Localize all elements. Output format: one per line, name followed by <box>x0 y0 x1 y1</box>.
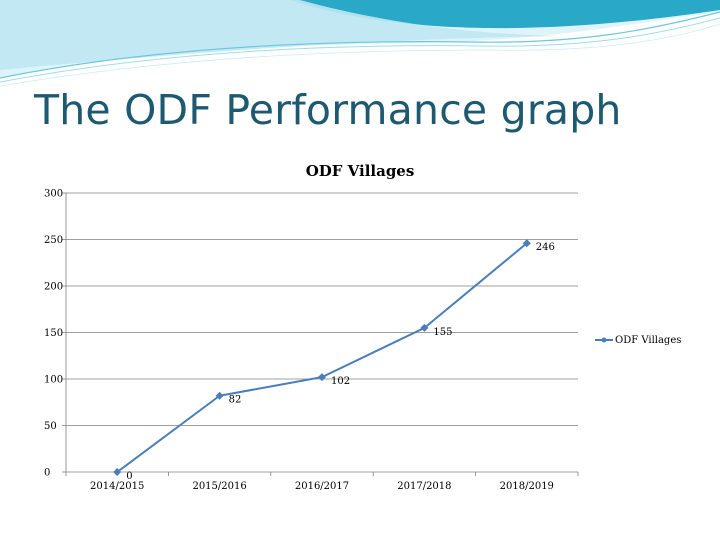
data-point <box>522 239 531 248</box>
y-tick-label: 100 <box>44 375 63 386</box>
y-axis-tick-labels: 0 50 100 150 200 250 300 <box>44 189 63 479</box>
data-label: 246 <box>536 242 555 253</box>
data-point <box>420 323 429 332</box>
x-tick-label: 2017/2018 <box>397 481 451 492</box>
header-wave-dark <box>290 0 720 29</box>
data-label: 155 <box>433 327 452 338</box>
y-tick-label: 50 <box>44 421 57 432</box>
x-axis-tick-labels: 2014/2015 2015/2016 2016/2017 2017/2018 2018… <box>90 481 554 492</box>
axes <box>62 192 579 476</box>
y-tick-label: 300 <box>44 189 63 200</box>
x-tick-label: 2016/2017 <box>295 481 349 492</box>
x-tick-label: 2018/2019 <box>500 481 554 492</box>
header-wave-line-3 <box>0 23 720 87</box>
data-labels: 0 82 102 155 246 <box>126 242 555 482</box>
x-tick-label: 2014/2015 <box>90 481 144 492</box>
gridlines <box>66 192 578 426</box>
legend-entry-odf-villages: ODF Villages <box>615 335 681 346</box>
series-line <box>116 242 528 473</box>
slide-title: The ODF Performance graph <box>34 86 622 134</box>
header-wave-line-2 <box>0 17 720 83</box>
data-label: 82 <box>229 395 242 406</box>
header-wave-line-1 <box>0 11 720 79</box>
data-point <box>318 373 326 382</box>
y-tick-label: 150 <box>44 328 63 339</box>
legend-marker <box>601 337 607 343</box>
x-tick-label: 2015/2016 <box>192 481 246 492</box>
data-point <box>113 468 122 476</box>
y-tick-label: 200 <box>44 282 63 293</box>
y-tick-label: 0 <box>44 468 50 479</box>
data-label: 0 <box>126 471 132 482</box>
slide-header-decoration <box>0 0 720 87</box>
data-point <box>215 391 224 400</box>
data-label: 102 <box>331 376 350 387</box>
series-odf-villages <box>113 239 531 476</box>
chart-title: ODF Villages <box>306 162 415 180</box>
header-wave-light <box>0 0 560 70</box>
y-tick-label: 250 <box>44 235 63 246</box>
legend: ODF Villages <box>595 335 681 346</box>
